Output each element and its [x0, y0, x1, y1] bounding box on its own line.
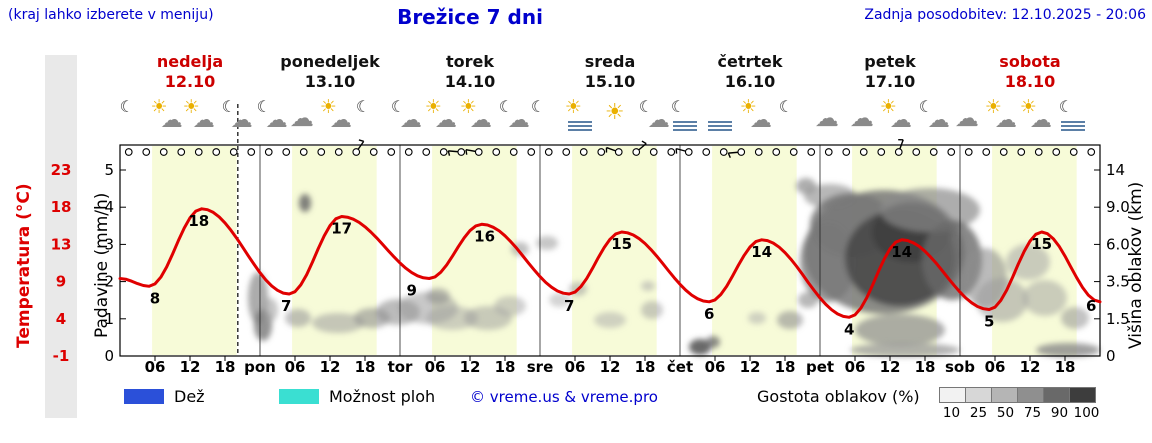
svg-text:06: 06 [705, 358, 726, 376]
svg-text:06: 06 [985, 358, 1006, 376]
svg-text:6.0: 6.0 [1106, 235, 1130, 253]
day-separators [259, 145, 961, 356]
svg-text:06: 06 [285, 358, 306, 376]
svg-text:14: 14 [891, 243, 912, 261]
day-header-sobota: sobota 18.10 [999, 52, 1061, 91]
svg-text:06: 06 [145, 358, 166, 376]
svg-text:1: 1 [104, 310, 114, 328]
page-title: Brežice 7 dni [397, 5, 543, 29]
svg-text:12: 12 [880, 358, 901, 376]
svg-text:4: 4 [844, 320, 854, 338]
svg-text:14: 14 [1106, 161, 1125, 179]
density-swatch [1043, 387, 1070, 403]
density-swatch [965, 387, 992, 403]
day-header-torek: torek 14.10 [444, 52, 496, 91]
rain-legend-swatch [124, 389, 164, 404]
svg-text:pet: pet [806, 358, 834, 376]
rain-legend-label: Dež [174, 387, 205, 406]
svg-text:5: 5 [984, 313, 994, 331]
density-swatch [1069, 387, 1096, 403]
svg-text:7: 7 [564, 297, 574, 315]
svg-text:0: 0 [1106, 347, 1116, 365]
svg-text:0: 0 [104, 347, 114, 365]
svg-text:8: 8 [150, 289, 160, 307]
showers-legend-swatch [279, 389, 319, 404]
density-swatch [1017, 387, 1044, 403]
density-tick-label: 100 [1073, 405, 1100, 421]
density-tick-label: 25 [969, 405, 988, 421]
cloud-cover-areas [248, 178, 1100, 357]
svg-text:18: 18 [495, 358, 516, 376]
wind-symbol-row [124, 138, 1096, 158]
svg-text:18: 18 [775, 358, 796, 376]
svg-text:12: 12 [320, 358, 341, 376]
last-update-text: Zadnja posodobitev: 12.10.2025 - 20:06 [864, 7, 1146, 23]
svg-text:13: 13 [51, 235, 72, 253]
svg-text:15: 15 [1031, 235, 1052, 253]
svg-text:12: 12 [180, 358, 201, 376]
svg-text:4: 4 [104, 198, 114, 216]
svg-text:čet: čet [667, 358, 693, 376]
cloud-density-scale [939, 387, 1096, 403]
svg-text:9: 9 [56, 273, 66, 291]
density-swatch [939, 387, 966, 403]
svg-text:9.0: 9.0 [1106, 198, 1130, 216]
svg-text:12: 12 [740, 358, 761, 376]
day-header-nedelja: nedelja 12.10 [156, 52, 224, 91]
density-tick-label: 90 [1050, 405, 1069, 421]
svg-text:3: 3 [104, 235, 114, 253]
day-header-četrtek: četrtek 16.10 [717, 52, 783, 91]
density-tick-label: 10 [942, 405, 961, 421]
svg-text:2: 2 [104, 273, 114, 291]
showers-legend-label: Možnost ploh [329, 387, 436, 406]
density-swatch [991, 387, 1018, 403]
day-header-sreda: sreda 15.10 [584, 52, 636, 91]
svg-text:1.5: 1.5 [1106, 310, 1130, 328]
temperature-axis-strip [45, 55, 77, 418]
svg-text:pon: pon [244, 358, 276, 376]
axis-ticks-and-labels [120, 169, 1100, 361]
day-header-ponedeljek: ponedeljek 13.10 [280, 52, 380, 91]
location-menu-hint: (kraj lahko izberete v meniju) [8, 7, 214, 23]
density-tick-label: 50 [996, 405, 1015, 421]
svg-text:4: 4 [56, 310, 66, 328]
svg-text:7: 7 [281, 297, 291, 315]
svg-text:sre: sre [527, 358, 554, 376]
svg-text:06: 06 [565, 358, 586, 376]
svg-text:15: 15 [611, 235, 632, 253]
svg-text:18: 18 [51, 198, 72, 216]
day-header-petek: petek 17.10 [864, 52, 916, 91]
day-headers: nedelja 12.10 ponedeljek 13.10 torek 14.10 sre… [120, 52, 1100, 96]
copyright-link[interactable]: © vreme.us & vreme.pro [470, 388, 658, 406]
svg-text:5: 5 [104, 161, 114, 179]
svg-text:sob: sob [945, 358, 975, 376]
svg-text:12: 12 [600, 358, 621, 376]
svg-text:23: 23 [51, 161, 72, 179]
svg-text:16: 16 [474, 227, 495, 245]
svg-text:18: 18 [635, 358, 656, 376]
svg-text:18: 18 [215, 358, 236, 376]
svg-text:18: 18 [915, 358, 936, 376]
svg-text:12: 12 [1020, 358, 1041, 376]
cloud-density-tick-labels: 10 25 50 75 90 100 [938, 405, 1100, 421]
svg-text:06: 06 [425, 358, 446, 376]
svg-text:6: 6 [704, 305, 714, 323]
svg-text:18: 18 [1055, 358, 1076, 376]
svg-text:18: 18 [355, 358, 376, 376]
svg-text:3.5: 3.5 [1106, 273, 1130, 291]
svg-text:9: 9 [406, 282, 416, 300]
svg-text:6: 6 [1086, 297, 1096, 315]
svg-text:tor: tor [388, 358, 413, 376]
cloud-density-label: Gostota oblakov (%) [757, 387, 920, 406]
svg-text:12: 12 [460, 358, 481, 376]
svg-text:18: 18 [188, 212, 209, 230]
svg-text:-1: -1 [53, 347, 70, 365]
svg-text:14: 14 [751, 243, 772, 261]
svg-text:06: 06 [845, 358, 866, 376]
svg-text:17: 17 [331, 220, 352, 238]
density-tick-label: 75 [1023, 405, 1042, 421]
temperature-curve [118, 207, 1102, 319]
